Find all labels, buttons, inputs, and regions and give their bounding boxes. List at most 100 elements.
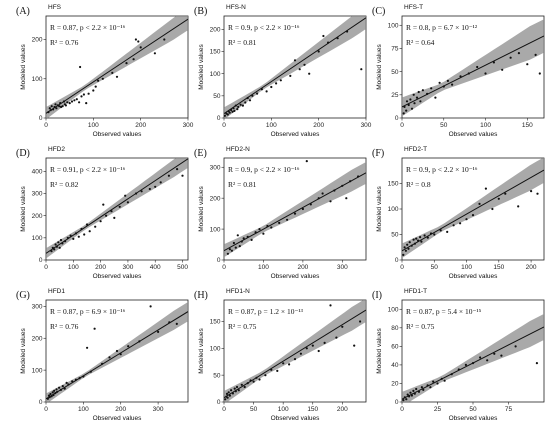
data-point	[74, 232, 78, 235]
plot-area	[402, 158, 544, 259]
x-tick-label: 150	[307, 406, 318, 413]
y-tick-label: 50	[213, 372, 221, 379]
data-point	[301, 207, 304, 211]
x-tick-label: 50	[250, 406, 258, 413]
data-point	[286, 218, 289, 221]
data-point	[110, 210, 113, 213]
y-tick-label: 0	[217, 399, 221, 406]
data-point	[406, 393, 409, 396]
data-point	[118, 205, 121, 208]
data-point	[484, 72, 487, 75]
data-point	[407, 103, 410, 107]
x-tick-label: 0	[400, 406, 404, 413]
y-tick-label: 100	[388, 22, 399, 29]
data-point	[276, 369, 279, 372]
data-point	[264, 374, 267, 377]
data-point	[493, 352, 496, 355]
data-point	[335, 336, 338, 339]
data-point	[467, 72, 470, 75]
data-point	[534, 53, 537, 57]
data-point	[232, 241, 235, 245]
data-point	[430, 87, 433, 90]
panel-title: HFS-N	[226, 4, 246, 11]
data-point	[230, 389, 233, 392]
data-point	[226, 396, 229, 399]
data-point	[244, 101, 247, 104]
data-point	[137, 40, 140, 43]
scatter-panel-5: (E) HFD2-N 0 100 200 300 0 100 200 300 Observed va…	[194, 146, 367, 280]
scatter-panel-6: (F) HFD2-T 0 50 100 150 200 0 50 100 150 Observed v…	[372, 146, 545, 280]
data-point	[94, 225, 97, 228]
y-tick-label: 25	[391, 92, 399, 99]
data-point	[59, 238, 63, 242]
correlation-text: R = 0.87, p < 2.2 × 10⁻¹⁶	[50, 23, 126, 32]
data-point	[429, 386, 432, 389]
data-point	[317, 349, 320, 353]
y-tick-label: 200	[210, 27, 221, 34]
correlation-text: R = 0.91, p < 2.2 × 10⁻¹⁶	[50, 165, 126, 174]
data-point	[484, 187, 487, 190]
data-point	[270, 85, 273, 89]
data-point	[181, 174, 184, 177]
data-point	[517, 205, 520, 208]
plot-area	[46, 16, 188, 118]
data-point	[236, 234, 239, 237]
data-point	[240, 240, 243, 243]
r-squared-text: R² = 0.81	[228, 38, 257, 47]
data-point	[317, 50, 320, 53]
x-tick-label: 75	[505, 406, 513, 413]
x-axis-title: Observed values	[271, 273, 321, 280]
x-tick-label: 150	[493, 264, 504, 271]
data-point	[479, 356, 482, 359]
correlation-text: R = 0.87, p = 6.9 × 10⁻¹⁶	[50, 307, 126, 316]
data-point	[52, 393, 55, 397]
data-point	[113, 216, 116, 219]
data-point	[530, 190, 533, 193]
r-squared-text: R² = 0.8	[406, 180, 431, 189]
data-point	[75, 98, 78, 101]
data-point	[225, 392, 229, 395]
regression-line	[46, 158, 188, 254]
data-point	[359, 320, 362, 323]
data-point	[500, 354, 503, 357]
data-point	[78, 101, 81, 104]
data-point	[288, 363, 291, 366]
correlation-text: R = 0.9, p < 2.2 × 10⁻¹⁶	[228, 23, 300, 32]
data-point	[69, 234, 72, 237]
correlation-text: R = 0.87, p = 1.2 × 10⁻¹³	[228, 307, 304, 316]
confidence-band	[46, 16, 188, 118]
data-point	[406, 243, 409, 246]
data-point	[413, 102, 416, 105]
x-tick-label: 300	[337, 264, 348, 271]
data-point	[249, 379, 252, 382]
data-point	[336, 37, 339, 40]
data-point	[415, 96, 419, 99]
data-point	[293, 358, 297, 361]
data-point	[429, 232, 433, 235]
x-axis-title: Observed values	[449, 131, 499, 138]
data-point	[420, 386, 423, 389]
data-point	[260, 88, 263, 91]
data-point	[409, 98, 412, 101]
data-point	[236, 108, 239, 111]
data-point	[134, 38, 137, 41]
y-tick-label: 300	[32, 304, 43, 311]
scatter-panel-3: (C) HFS-T 0 50 100 150 0 25 50 75 100 Observed valu…	[372, 4, 545, 138]
data-point	[108, 356, 111, 359]
panel-letter: (H)	[194, 290, 208, 301]
data-point	[535, 362, 539, 365]
y-tick-label: 100	[388, 306, 399, 313]
data-point	[80, 95, 83, 98]
data-point	[322, 34, 325, 38]
correlation-text: R = 0.8, p = 6.7 × 10⁻¹²	[406, 23, 478, 32]
data-point	[132, 58, 135, 61]
data-point	[278, 221, 281, 224]
data-point	[79, 65, 82, 69]
data-point	[87, 92, 90, 95]
data-point	[64, 104, 67, 107]
confidence-band	[224, 162, 366, 258]
data-point	[163, 38, 166, 41]
data-point	[349, 180, 352, 183]
regression-line	[46, 18, 188, 114]
data-point	[402, 253, 405, 256]
